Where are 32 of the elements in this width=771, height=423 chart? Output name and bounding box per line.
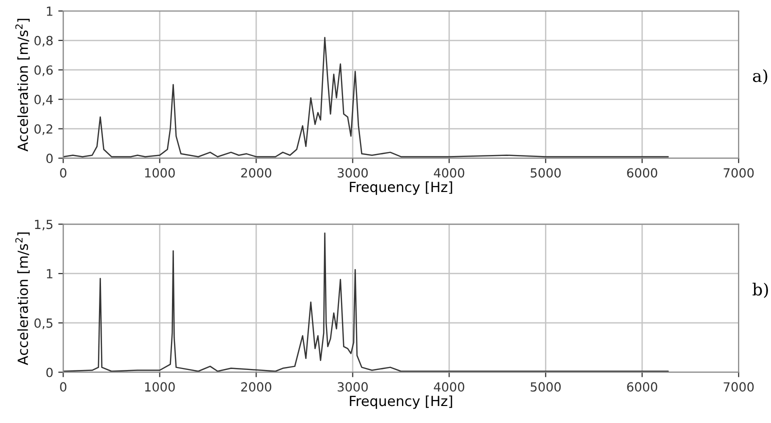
x-tick-label: 3000: [338, 382, 368, 392]
x-tick-label: 2000: [241, 168, 272, 178]
y-tick-label: 1,5: [34, 220, 52, 230]
x-tick-label: 5000: [530, 382, 561, 392]
y-tick-label: 0,5: [34, 318, 52, 330]
x-tick-label: 1000: [145, 168, 175, 178]
x-tick-label: 6000: [627, 168, 658, 178]
x-tick-label: 4000: [434, 382, 464, 392]
y-tick-label: 0: [46, 368, 53, 378]
x-tick-label: 6000: [627, 382, 658, 392]
y-tick-label: 0,6: [34, 65, 53, 76]
y-tick-label: 1: [46, 269, 52, 278]
y-tick-label: 0,4: [34, 94, 53, 106]
x-tick-label: 7000: [724, 168, 754, 178]
x-tick-label: 1000: [145, 382, 175, 392]
y-tick-label: 1: [46, 6, 52, 16]
y-tick-label: 0,2: [34, 124, 52, 135]
y-axis-title: Acceleration [m/s$^{2}$]: [15, 232, 30, 366]
text: b): [752, 282, 768, 298]
x-tick-label: 5000: [530, 168, 561, 178]
y-axis-title: Acceleration [m/s$^{2}$]: [15, 18, 30, 152]
x-axis-title: Frequency [Hz]: [350, 395, 452, 409]
x-tick-label: 7000: [724, 382, 754, 392]
y-tick-label: 0: [46, 154, 53, 164]
x-tick-label: 0: [60, 168, 66, 178]
text: a): [752, 69, 768, 84]
y-tick-label: 0,8: [34, 36, 53, 47]
x-axis-title: Frequency [Hz]: [350, 181, 452, 195]
x-tick-label: 2000: [241, 382, 272, 392]
x-tick-label: 3000: [338, 168, 368, 178]
x-tick-label: 4000: [434, 168, 464, 178]
x-tick-label: 0: [60, 382, 66, 392]
